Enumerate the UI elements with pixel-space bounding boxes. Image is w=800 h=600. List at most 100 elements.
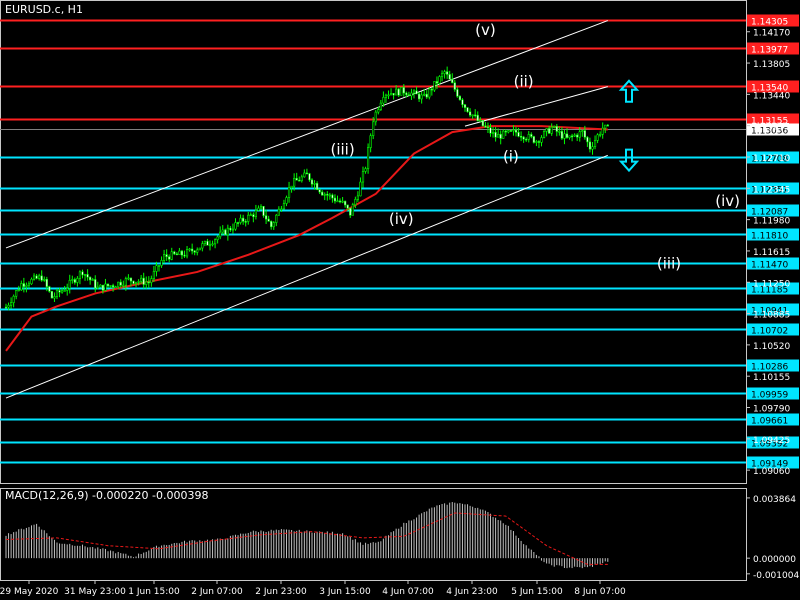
- candle-body: [293, 178, 296, 187]
- candle-body: [66, 288, 69, 291]
- candle-body: [377, 109, 380, 113]
- time-tick-label: 29 May 2020: [0, 587, 59, 597]
- candle-body: [410, 92, 413, 97]
- price-level-value: 1.09149: [751, 460, 788, 470]
- candle-body: [226, 227, 229, 236]
- candle-body: [91, 279, 94, 281]
- candle-body: [163, 254, 166, 261]
- candle-body: [117, 281, 120, 288]
- candle-body: [4, 306, 8, 309]
- candle-body: [12, 295, 15, 303]
- candle-body: [540, 137, 543, 143]
- candle-body: [132, 280, 135, 284]
- candle-body: [344, 200, 347, 206]
- candle-body: [336, 200, 339, 203]
- direction-arrows: [618, 79, 640, 173]
- candle-body: [170, 251, 173, 260]
- candle-body: [191, 248, 194, 252]
- candle-body: [502, 130, 505, 139]
- candle-body: [145, 281, 148, 285]
- trend-channel[interactable]: [5, 20, 608, 399]
- price-level-tag: [747, 42, 799, 55]
- price-level-value: 1.09959: [751, 391, 788, 401]
- candle-body: [326, 193, 329, 196]
- candle-body: [512, 129, 515, 132]
- candle-body: [203, 240, 207, 244]
- price-tick-label: 1.12710: [753, 154, 790, 164]
- candle-body: [361, 171, 365, 183]
- price-level-value: 1.10286: [751, 363, 788, 373]
- price-tick-label: 1.09060: [753, 467, 790, 477]
- candle-body: [43, 278, 46, 281]
- candle-body: [231, 228, 235, 231]
- candle-body: [122, 284, 125, 287]
- trend-channel-line[interactable]: [5, 154, 608, 399]
- candle-body: [89, 276, 92, 281]
- price-level-tag: [747, 204, 799, 217]
- candle-body: [55, 290, 59, 297]
- candle-body: [211, 243, 214, 246]
- candle-body: [173, 251, 176, 255]
- candle-body: [446, 71, 449, 75]
- candle-body: [489, 127, 492, 134]
- time-tick-label: 4 Jun 23:00: [446, 587, 498, 597]
- candle-body: [359, 181, 362, 197]
- candle-body: [160, 260, 163, 266]
- price-tick-label: 1.11250: [753, 279, 790, 289]
- trend-channel-line[interactable]: [464, 86, 608, 127]
- candle-body: [76, 278, 79, 283]
- symbol-label: EURUSD.c, H1: [5, 3, 83, 16]
- candle-body: [412, 90, 416, 94]
- candle-body: [468, 111, 472, 116]
- candle-body: [147, 281, 150, 284]
- candle-body: [30, 278, 33, 285]
- candle-body: [78, 271, 82, 279]
- price-level-tag: [747, 151, 799, 164]
- candle-body: [570, 135, 574, 138]
- price-levels[interactable]: 1.14305 1.13977 1.13540 1.13155 1.12708 1.123…: [0, 14, 799, 470]
- candle-body: [573, 134, 576, 137]
- arrow-down-icon: [618, 148, 640, 173]
- candle-body: [535, 141, 538, 143]
- macd-signal-line: [5, 512, 608, 565]
- trend-channel-line[interactable]: [5, 20, 608, 249]
- candle-body: [280, 208, 283, 211]
- candle-body: [532, 136, 535, 143]
- wave-labels: (v) (ii) (iii) (iv) (i) (iv) (iii): [330, 21, 740, 272]
- wave-label: (i): [503, 147, 519, 165]
- candle-body: [183, 254, 186, 257]
- candle-body: [45, 278, 48, 287]
- candle-body: [420, 94, 423, 100]
- candle-body: [542, 131, 546, 138]
- candle-body: [545, 128, 548, 132]
- candle-body: [387, 94, 390, 97]
- candle-body: [522, 136, 525, 140]
- candle-body: [285, 197, 288, 204]
- candle-body: [438, 76, 441, 84]
- axes: 1.14170 1.13805 1.13440 1.13075 1.12710 1.123…: [0, 29, 799, 597]
- price-level-tag: [747, 257, 799, 270]
- price-tick-label: 1.10155: [753, 373, 790, 383]
- candle-body: [548, 128, 551, 134]
- candle-body: [86, 274, 89, 278]
- candle-body: [596, 134, 599, 141]
- candle-body: [157, 265, 161, 267]
- price-candles: [4, 66, 609, 311]
- candle-body: [578, 131, 581, 138]
- candle-body: [586, 136, 589, 143]
- candle-body: [525, 138, 528, 141]
- candle-body: [234, 222, 237, 230]
- candle-body: [583, 130, 586, 138]
- candle-body: [282, 203, 286, 210]
- candle-body: [35, 275, 38, 279]
- price-level-value: 1.09661: [751, 417, 788, 427]
- candle-body: [38, 275, 41, 279]
- time-tick-label: 1 Jun 15:00: [128, 587, 180, 597]
- candle-body: [50, 291, 53, 299]
- candle-body: [407, 94, 411, 97]
- candle-body: [405, 92, 408, 96]
- candle-body: [601, 127, 604, 135]
- candle-body: [277, 208, 280, 216]
- candle-body: [298, 179, 301, 182]
